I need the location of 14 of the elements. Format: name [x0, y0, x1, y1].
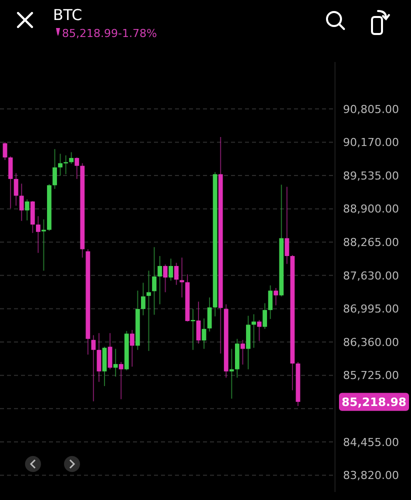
chart-title: BTC — [53, 6, 82, 24]
chart-subtitle: 85,218.99-1.78% — [62, 27, 157, 40]
y-tick-label: 89,535.00 — [343, 169, 399, 182]
y-tick-label: 84,455.00 — [343, 436, 399, 449]
y-tick-label: 83,820.00 — [343, 469, 399, 482]
y-tick-label: 86,995.00 — [343, 302, 399, 316]
y-tick-label: 88,265.00 — [343, 236, 399, 249]
y-tick-label: 85,725.00 — [343, 369, 399, 382]
text: 85,218.98 — [342, 394, 406, 409]
y-tick-label: 87,630.00 — [343, 269, 399, 282]
y-tick-label: 88,900.00 — [343, 202, 399, 216]
y-tick-label: 86,360.00 — [343, 336, 399, 349]
y-tick-label: 90,805.00 — [343, 102, 399, 116]
y-tick-label: 90,170.00 — [343, 136, 399, 150]
